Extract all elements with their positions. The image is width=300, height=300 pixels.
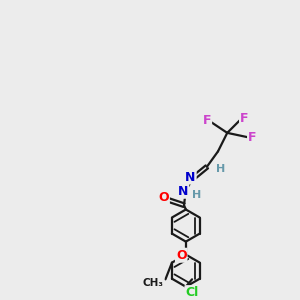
Text: N: N bbox=[185, 170, 196, 184]
Text: Cl: Cl bbox=[185, 286, 199, 299]
Text: H: H bbox=[192, 190, 202, 200]
Text: H: H bbox=[216, 164, 226, 174]
Text: F: F bbox=[248, 131, 256, 144]
Text: N: N bbox=[178, 185, 188, 198]
Text: F: F bbox=[202, 114, 211, 127]
Text: F: F bbox=[240, 112, 248, 125]
Text: O: O bbox=[158, 191, 169, 204]
Text: O: O bbox=[176, 249, 187, 262]
Text: CH₃: CH₃ bbox=[142, 278, 164, 288]
